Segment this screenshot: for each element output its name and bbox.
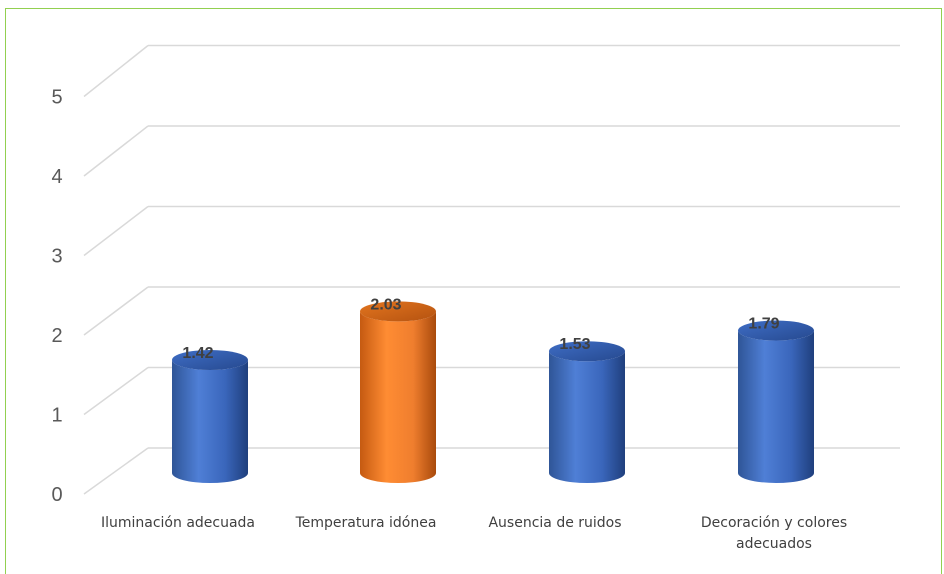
bar	[738, 320, 814, 483]
gridline-depth	[83, 44, 149, 98]
x-category-label: Decoración y colores	[701, 515, 847, 531]
bar	[172, 349, 248, 483]
bar	[549, 341, 625, 483]
chart-frame	[5, 8, 942, 574]
bar	[360, 301, 436, 483]
y-tick-label: 1	[51, 405, 62, 427]
gridline-depth	[83, 447, 149, 495]
x-category-label: adecuados	[736, 536, 812, 552]
y-tick-label: 0	[51, 484, 62, 506]
gridline-depth	[83, 205, 149, 257]
y-tick-label: 4	[51, 166, 62, 188]
gridline-depth	[83, 125, 149, 177]
y-tick-label: 2	[51, 325, 62, 347]
x-category-label: Ausencia de ruidos	[488, 515, 621, 531]
data-label: 1.79	[748, 316, 779, 333]
bars	[172, 301, 814, 483]
data-label: 1.42	[182, 345, 213, 362]
y-tick-label: 3	[51, 246, 62, 268]
data-label: 2.03	[370, 296, 401, 313]
x-category-label: Iluminación adecuada	[101, 515, 255, 531]
x-category-label: Temperatura idónea	[295, 515, 437, 531]
data-label: 1.53	[559, 336, 590, 353]
x-axis-categories: Iluminación adecuada Temperatura idónea Au…	[101, 515, 847, 552]
grid-layer	[83, 44, 900, 495]
data-labels: 1.42 2.03 1.53 1.79	[182, 296, 779, 362]
y-tick-label: 5	[51, 87, 62, 109]
gridline-depth	[83, 366, 149, 416]
gridline-depth	[83, 286, 149, 336]
y-axis-ticks: 0 1 2 3 4 5	[51, 87, 62, 507]
